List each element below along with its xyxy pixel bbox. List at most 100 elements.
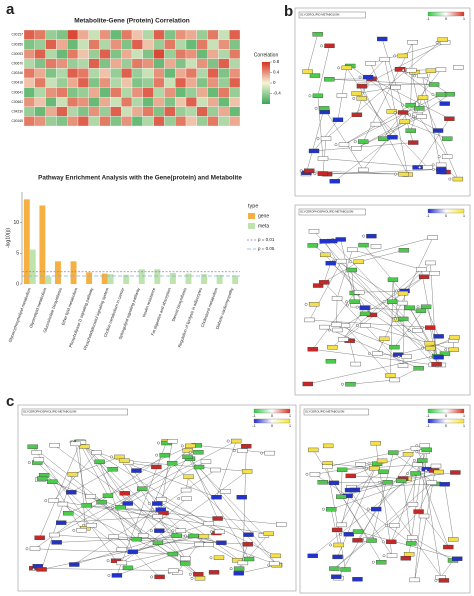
enzyme xyxy=(350,361,361,367)
heat-cell xyxy=(142,77,154,88)
pathway-edge xyxy=(343,94,442,145)
enzyme xyxy=(425,325,436,330)
pathway-edge xyxy=(422,97,459,180)
enzyme xyxy=(307,553,318,559)
heat-cell xyxy=(207,58,219,69)
enzyme xyxy=(345,473,356,479)
pathway-edge xyxy=(341,469,343,497)
enzyme xyxy=(351,146,362,151)
y-tick-label: 5 xyxy=(16,251,19,257)
bar xyxy=(169,272,176,284)
enzyme xyxy=(175,528,187,533)
heat-cell xyxy=(45,68,57,79)
pathway-edge xyxy=(356,93,428,168)
enzyme xyxy=(69,562,80,567)
enzyme xyxy=(237,448,248,453)
heat-cell xyxy=(164,68,176,79)
heat-cell xyxy=(67,106,79,117)
heat-cell xyxy=(218,97,230,107)
enzyme xyxy=(319,109,330,115)
color-scale xyxy=(253,408,291,414)
enzyme xyxy=(242,542,253,547)
compound xyxy=(366,507,370,511)
enzyme xyxy=(324,43,335,49)
enzyme xyxy=(320,252,331,258)
heat-cell xyxy=(121,39,133,50)
pathway-edge xyxy=(444,484,454,540)
heat-cell xyxy=(121,87,133,98)
compound xyxy=(401,68,405,72)
compound xyxy=(429,355,433,359)
bar xyxy=(201,274,207,284)
enzyme xyxy=(171,533,182,538)
enzyme xyxy=(319,324,330,330)
color-scale xyxy=(427,11,465,17)
heat-cell xyxy=(153,77,165,88)
enzyme xyxy=(369,466,380,471)
enzyme xyxy=(328,480,340,486)
pathway-edge xyxy=(404,121,448,139)
row-label: C00157 xyxy=(11,33,23,37)
heat-cell xyxy=(196,87,208,98)
enzyme xyxy=(114,454,125,460)
pathway-edge xyxy=(42,478,275,564)
heat-cell xyxy=(207,87,219,98)
pathway-edge xyxy=(377,237,433,354)
enzyme xyxy=(231,558,243,563)
compound xyxy=(371,560,375,564)
pathway-edge xyxy=(349,489,393,556)
compound xyxy=(82,523,85,527)
enzyme xyxy=(452,556,463,561)
enzyme xyxy=(346,267,357,273)
enzyme xyxy=(358,139,369,144)
enzyme xyxy=(116,560,128,566)
enzyme xyxy=(329,179,340,184)
pathway-edge xyxy=(78,441,86,529)
heat-cell xyxy=(153,106,165,117)
heat-cell xyxy=(142,39,154,50)
enzyme xyxy=(33,457,45,462)
heat-cell xyxy=(23,116,35,127)
pathway-edge xyxy=(332,240,418,331)
colorbar-label: 0.4 xyxy=(273,70,280,75)
compound xyxy=(378,480,381,484)
scale-label: 1 xyxy=(463,16,466,21)
pathway-edge xyxy=(337,463,378,557)
pathway-title: GLYCEROLIPID METABOLISM xyxy=(300,13,340,17)
enzyme xyxy=(322,464,333,470)
compound xyxy=(421,346,424,350)
enzyme xyxy=(417,458,428,463)
enzyme xyxy=(119,458,130,463)
row-label: C00165 xyxy=(11,119,23,123)
enzyme xyxy=(332,554,343,560)
heat-cell xyxy=(164,29,176,40)
heat-cell xyxy=(56,106,68,117)
heat-cell xyxy=(175,106,187,117)
pathway-edge xyxy=(402,478,412,544)
heat-cell xyxy=(110,58,122,69)
row-label: C00416 xyxy=(11,81,23,85)
pathway-edge xyxy=(357,448,417,541)
bar xyxy=(216,274,223,284)
pathway-edge xyxy=(331,471,439,510)
enzyme xyxy=(407,40,418,45)
heat-cell xyxy=(88,97,100,107)
enzyme xyxy=(319,239,330,244)
heat-cell xyxy=(131,97,143,107)
enzyme xyxy=(406,68,417,73)
heat-cell xyxy=(142,68,154,79)
pathway-title: GLYCEROLIPID METABOLISM xyxy=(305,410,345,414)
enzyme xyxy=(402,452,414,457)
enzyme xyxy=(435,92,447,97)
heat-cell xyxy=(88,68,100,79)
compound xyxy=(395,289,398,293)
enzyme xyxy=(417,73,428,79)
enzyme xyxy=(27,444,38,449)
enzyme xyxy=(370,440,381,446)
pathway-edge xyxy=(327,445,425,468)
enzyme xyxy=(307,347,318,352)
enzyme xyxy=(276,522,287,527)
pathway-edge xyxy=(371,452,394,541)
compound xyxy=(308,94,312,98)
enzyme xyxy=(372,351,383,356)
